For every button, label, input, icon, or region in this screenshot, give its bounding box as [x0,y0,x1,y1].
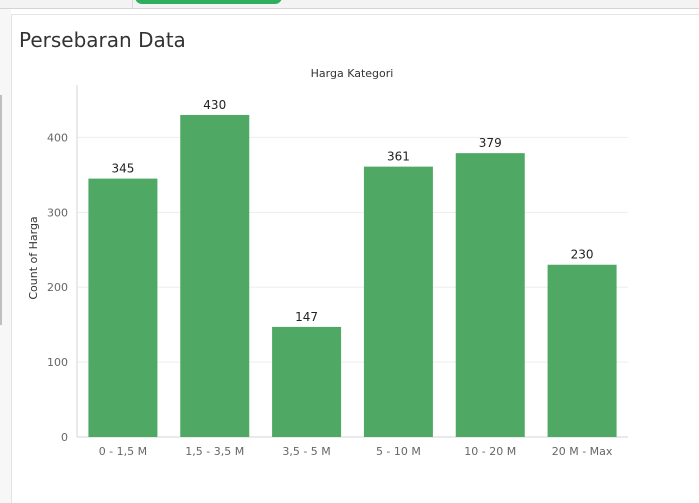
chart-title: Harga Kategori [311,67,394,80]
x-tick-label: 3,5 - 5 M [282,445,330,458]
bar-5[interactable] [547,264,617,437]
x-tick-label: 20 M - Max [552,445,613,458]
value-label: 147 [295,310,318,324]
bar-2[interactable] [272,326,342,437]
bar-0[interactable] [88,178,158,438]
sheet-top-border [11,14,699,15]
tab-separator [132,0,133,8]
bar-3[interactable] [363,166,433,438]
y-tick-labels: 0 100 200 300 400 [47,131,68,444]
x-tick-label: 10 - 20 M [464,445,516,458]
value-label: 430 [203,98,226,112]
value-label: 361 [387,150,410,164]
left-scroll-handle[interactable] [0,95,2,325]
value-labels: 345 430 147 361 379 230 [111,98,593,324]
x-tick-label: 5 - 10 M [376,445,421,458]
x-tick-labels: 0 - 1,5 M 1,5 - 3,5 M 3,5 - 5 M 5 - 10 M 10 … [99,445,613,458]
page-title: Persebaran Data [19,28,186,52]
top-divider [0,8,699,9]
y-tick-label: 100 [47,356,68,369]
y-tick-label: 400 [47,131,68,144]
left-panel-strip [0,9,11,503]
value-label: 230 [571,248,594,262]
grid-lines [77,136,628,363]
y-axis-label: Count of Harga [27,216,40,299]
y-tick-label: 200 [47,281,68,294]
active-tab-pill[interactable] [135,0,282,4]
y-tick-label: 0 [61,431,68,444]
value-label: 379 [479,136,502,150]
bar-1[interactable] [180,114,250,437]
top-tab-bar [0,0,699,8]
bar-4[interactable] [455,153,525,437]
x-tick-label: 0 - 1,5 M [99,445,147,458]
left-panel-border [11,14,12,503]
value-label: 345 [111,162,134,176]
x-tick-label: 1,5 - 3,5 M [185,445,244,458]
bars [88,114,617,438]
y-tick-label: 300 [47,206,68,219]
